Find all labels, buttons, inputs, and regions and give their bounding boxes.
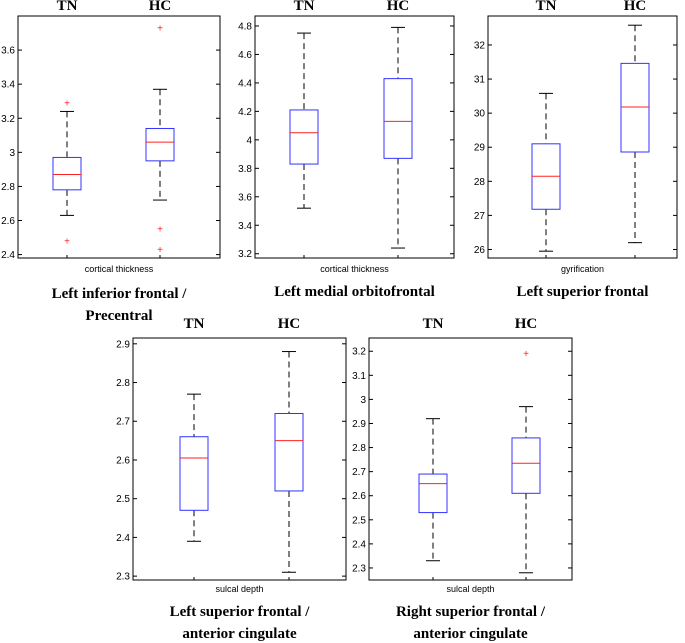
y-tick-label: 3 xyxy=(360,395,366,406)
box-tn xyxy=(289,32,319,209)
iqr-box xyxy=(274,413,304,492)
iqr-box xyxy=(418,473,448,514)
y-tick-label: 3.2 xyxy=(352,347,366,358)
box-hc: + + + xyxy=(145,23,175,256)
iqr-box xyxy=(620,62,650,153)
y-tick-label: 3.2 xyxy=(1,114,15,125)
x-axis-label: sulcal depth xyxy=(446,584,494,594)
plot-frame xyxy=(487,15,678,259)
y-tick-label: 2.3 xyxy=(116,572,130,583)
group-label-tn: TN xyxy=(184,316,205,332)
y-tick-label: 2.4 xyxy=(116,533,130,544)
outlier-marker: + xyxy=(64,98,70,109)
y-tick-label: 2.5 xyxy=(352,515,366,526)
y-tick-label: 2.9 xyxy=(116,339,130,350)
iqr-box xyxy=(383,78,413,159)
y-tick-label: 2.7 xyxy=(116,417,130,428)
y-tick-label: 2.9 xyxy=(352,419,366,430)
y-tick-label: 3.6 xyxy=(238,192,252,203)
y-tick-label: 2.6 xyxy=(352,491,366,502)
outlier-marker: + xyxy=(523,349,529,360)
group-label-tn: TN xyxy=(423,316,444,332)
group-label-tn: TN xyxy=(57,0,78,14)
group-label-hc: HC xyxy=(624,0,647,14)
y-tick-label: 3.4 xyxy=(238,221,252,232)
y-tick-label: 32 xyxy=(474,40,486,51)
y-tick-label: 27 xyxy=(474,211,486,222)
y-tick-label: 3.6 xyxy=(1,46,15,57)
panel-caption: Right superior frontal / xyxy=(396,604,546,620)
box-tn xyxy=(418,418,448,562)
box-hc xyxy=(383,26,413,249)
panel-caption: anterior cingulate xyxy=(413,626,528,642)
plot-frame xyxy=(254,15,455,259)
y-tick-label: 2.4 xyxy=(1,250,15,261)
iqr-box xyxy=(179,436,209,511)
y-tick-label: 2.4 xyxy=(352,539,366,550)
plot-frame xyxy=(17,15,221,259)
box-tn: ++ xyxy=(52,98,82,247)
boxplot-panel-5: 2.3 2.4 2.5 2.6 2.7 2.8 2.9 3 3.1 3.2 TN HC + sulcal … xyxy=(352,316,573,642)
y-tick-label: 2.8 xyxy=(352,443,366,454)
y-tick-label: 3.2 xyxy=(238,249,252,260)
iqr-box xyxy=(289,109,319,165)
box-tn xyxy=(179,393,209,542)
group-label-tn: TN xyxy=(536,0,557,14)
panel-caption: Left medial orbitofrontal xyxy=(274,284,435,300)
y-tick-label: 2.3 xyxy=(352,563,366,574)
boxplot-panel-1: 2.42.62.833.23.43.6TN HC+++++cortical thi… xyxy=(1,0,221,324)
boxplot-panel-3: 26 27 28 29 30 31 32 TN HC gyrification Left super… xyxy=(474,0,678,300)
box-hc: + xyxy=(511,349,541,574)
y-tick-label: 4.4 xyxy=(238,78,252,89)
group-label-hc: HC xyxy=(515,316,538,332)
panel-caption: anterior cingulate xyxy=(182,626,297,642)
outlier-marker: + xyxy=(64,236,70,247)
x-axis-label: cortical thickness xyxy=(320,264,389,274)
y-tick-label: 3.1 xyxy=(352,371,366,382)
y-tick-label: 4 xyxy=(246,135,252,146)
iqr-box xyxy=(145,127,175,162)
outlier-marker: + xyxy=(157,245,163,256)
panel-caption: Left inferior frontal / xyxy=(52,286,188,302)
y-tick-label: 2.6 xyxy=(116,455,130,466)
panel-caption: Precentral xyxy=(85,308,152,324)
panel-caption: Left superior frontal / xyxy=(170,604,311,620)
box-hc xyxy=(274,351,304,573)
box-tn xyxy=(531,92,561,252)
outlier-marker: + xyxy=(157,225,163,236)
group-label-hc: HC xyxy=(387,0,410,14)
x-axis-label: sulcal depth xyxy=(215,584,263,594)
x-axis-label: cortical thickness xyxy=(85,264,154,274)
y-tick-label: 4.6 xyxy=(238,50,252,61)
plot-frame xyxy=(368,337,573,581)
group-label-hc: HC xyxy=(278,316,301,332)
y-tick-label: 2.7 xyxy=(352,467,366,478)
group-label-hc: HC xyxy=(149,0,172,14)
y-tick-label: 4.2 xyxy=(238,107,252,118)
y-tick-label: 4.8 xyxy=(238,21,252,32)
y-tick-label: 26 xyxy=(474,245,486,256)
iqr-box xyxy=(511,437,541,494)
y-tick-label: 31 xyxy=(474,75,486,86)
x-axis-label: gyrification xyxy=(561,264,604,274)
boxplot-panel-4: 2.3 2.4 2.5 2.6 2.7 2.8 2.9 TN HC sulcal depth Lef… xyxy=(116,316,347,642)
y-tick-label: 2.5 xyxy=(116,494,130,505)
iqr-box xyxy=(52,156,82,191)
y-tick-label: 29 xyxy=(474,143,486,154)
panel-caption: Left superior frontal xyxy=(517,284,649,300)
box-hc xyxy=(620,24,650,244)
outlier-marker: + xyxy=(157,23,163,34)
y-tick-label: 3 xyxy=(9,148,15,159)
boxplot-panel-2: 3.2 3.4 3.6 3.8 4 4.2 4.4 4.6 4.8 TN HC cortical th… xyxy=(238,0,455,300)
y-tick-label: 3.8 xyxy=(238,164,252,175)
y-tick-label: 2.6 xyxy=(1,216,15,227)
y-tick-label: 28 xyxy=(474,177,486,188)
y-tick-label: 2.8 xyxy=(1,182,15,193)
y-tick-label: 30 xyxy=(474,109,486,120)
y-tick-label: 3.4 xyxy=(1,80,15,91)
plot-frame xyxy=(132,337,347,581)
y-tick-label: 2.8 xyxy=(116,378,130,389)
group-label-tn: TN xyxy=(294,0,315,14)
